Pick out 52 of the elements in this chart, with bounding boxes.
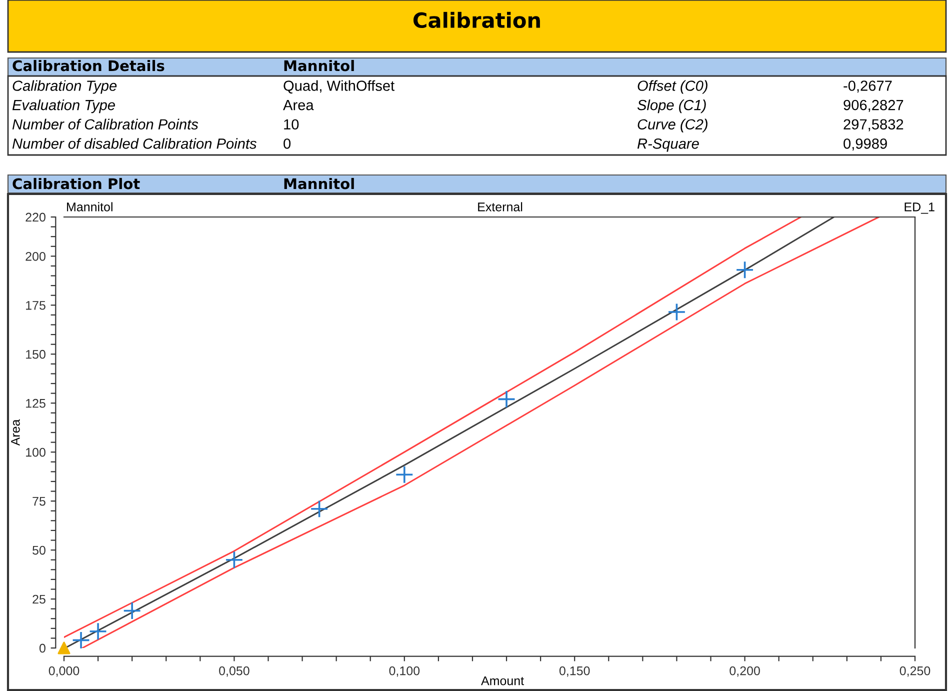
y-axis-title: Area [11, 419, 20, 446]
text: Number of disabled Calibration Points [12, 138, 257, 149]
y-tick-label: 175 [26, 301, 46, 310]
y-tick-label: 220 [26, 212, 46, 222]
text: Calibration Type [12, 80, 117, 94]
text: External [478, 202, 522, 212]
x-tick-label: 0,200 [730, 666, 760, 677]
text: ED_1 [904, 202, 934, 214]
point [122, 602, 142, 620]
x-axis-title: Amount [481, 676, 524, 686]
point [736, 260, 754, 280]
text: Quad, WithOffset [284, 80, 394, 94]
y-tick-label: 125 [26, 398, 46, 408]
text: Slope (C1) [637, 100, 706, 114]
text: Mannitol [67, 202, 112, 212]
y-tick-label: 50 [32, 546, 46, 555]
text: Calibration Plot [12, 178, 140, 190]
point [310, 500, 328, 518]
text: Calibration Details [12, 60, 164, 72]
point [58, 642, 70, 654]
point [72, 631, 90, 650]
x-tick-label: 0,050 [219, 666, 250, 677]
text: Mannitol [284, 178, 354, 190]
text: Offset (C0) [638, 80, 708, 94]
text: Evaluation Type [12, 100, 115, 114]
text: 0 [284, 138, 291, 149]
point [225, 550, 244, 569]
text: Curve (C2) [638, 118, 708, 132]
point [395, 466, 414, 484]
y-tick-label: 75 [32, 497, 46, 506]
point [668, 302, 686, 322]
point [497, 390, 516, 408]
text: R-Square [637, 138, 699, 152]
text: 10 [284, 119, 299, 130]
x-tick-label: 0,000 [48, 666, 80, 677]
y-tick-label: 0 [39, 644, 46, 653]
text: Area [283, 100, 314, 110]
y-tick-label: 200 [26, 252, 46, 261]
text: 906,2827 [844, 100, 904, 112]
text: 297,5832 [844, 119, 904, 132]
text: -0,2677 [844, 80, 892, 93]
x-tick-label: 0,100 [389, 666, 420, 677]
text: Number of Calibration Points [12, 118, 198, 130]
x-tick-label: 0,250 [900, 666, 930, 677]
x-tick-label: 0,150 [559, 666, 590, 677]
y-tick-label: 150 [26, 350, 46, 359]
text: Mannitol [284, 60, 354, 72]
text: 0,9989 [844, 138, 887, 151]
point [88, 622, 108, 640]
chart-title: Calibration [413, 12, 540, 28]
y-tick-label: 25 [32, 594, 46, 604]
y-tick-label: 100 [26, 448, 46, 457]
